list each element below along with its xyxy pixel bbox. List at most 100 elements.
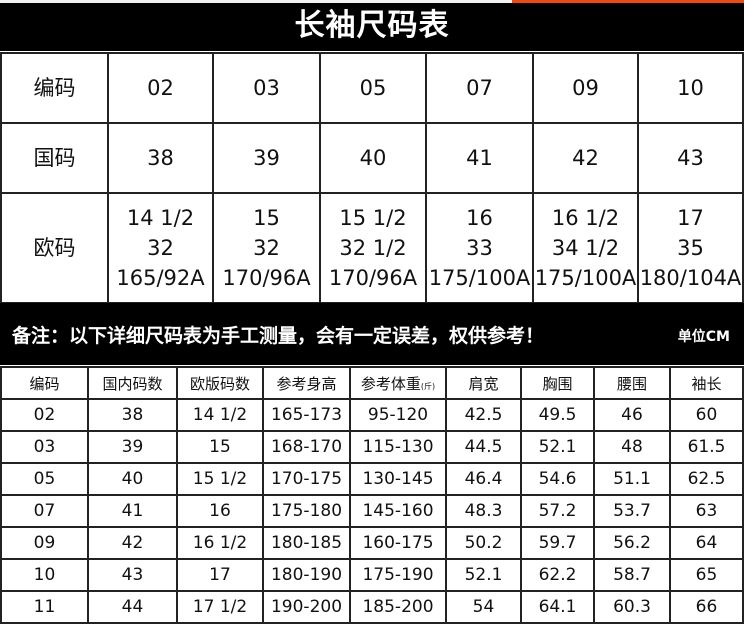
header-text: 袖长 xyxy=(691,374,722,393)
table-cell: 60.3 xyxy=(593,590,671,624)
table-cell: 62.5 xyxy=(669,462,744,496)
size-cell: 10 xyxy=(637,52,744,124)
table-cell: 185-200 xyxy=(349,590,447,624)
header-text: 胸围 xyxy=(542,374,573,393)
table-cell: 54 xyxy=(445,590,522,624)
size-line: 14 1/2 xyxy=(126,206,195,230)
table-cell: 190-200 xyxy=(262,590,351,624)
size-line: 35 xyxy=(677,236,704,260)
table-cell: 63 xyxy=(669,494,744,528)
table-cell: 15 xyxy=(176,430,264,464)
size-cell: 41 xyxy=(425,122,534,194)
size-cell: 43 xyxy=(637,122,744,194)
table-cell: 49.5 xyxy=(520,398,595,432)
table-cell: 54.6 xyxy=(520,462,595,496)
size-cell: 17 35 180/104A xyxy=(637,192,744,304)
size-line: 32 xyxy=(147,236,174,260)
size-cell: 39 xyxy=(212,122,321,194)
size-cell: 40 xyxy=(319,122,427,194)
table-cell: 52.1 xyxy=(520,430,595,464)
summary-row: 国码 38 39 40 41 42 43 xyxy=(0,122,744,194)
table-cell: 11 xyxy=(0,590,89,624)
size-line: 175/100A xyxy=(534,266,637,290)
table-cell: 160-175 xyxy=(349,526,447,560)
size-line: 15 1/2 xyxy=(339,206,407,230)
table-cell: 62.2 xyxy=(520,558,595,592)
size-line: 170/96A xyxy=(328,266,418,290)
size-cell: 02 xyxy=(107,52,214,124)
size-line: 175/100A xyxy=(428,266,531,290)
header-text: 肩宽 xyxy=(468,374,499,393)
table-cell: 50.2 xyxy=(445,526,522,560)
header-row: 编码 国内码数 欧版码数 参考身高 参考体重(斤) 肩宽 胸围 腰围 袖长 xyxy=(0,366,744,400)
size-cell: 15 1/2 32 1/2 170/96A xyxy=(319,192,427,304)
size-cell: 09 xyxy=(532,52,639,124)
table-cell: 53.7 xyxy=(593,494,671,528)
header-text: 参考体重 xyxy=(360,374,421,393)
size-cell: 42 xyxy=(532,122,639,194)
column-header: 参考体重(斤) xyxy=(349,366,447,400)
notes-bar: 备注：以下详细尺码表为手工测量，会有一定误差，权供参考！ 单位CM xyxy=(0,303,744,365)
summary-row: 欧码 14 1/2 32 165/92A 15 32 170/96A 15 1/2 32 1/2… xyxy=(0,192,744,304)
table-row: 10 43 17 180-190 175-190 52.1 62.2 58.7 65 xyxy=(0,558,744,592)
table-cell: 59.7 xyxy=(520,526,595,560)
table-cell: 145-160 xyxy=(349,494,447,528)
table-cell: 57.2 xyxy=(520,494,595,528)
table-cell: 05 xyxy=(0,462,89,496)
notes-text: 备注：以下详细尺码表为手工测量，会有一定误差，权供参考！ xyxy=(12,325,545,347)
column-header: 肩宽 xyxy=(445,366,522,400)
table-cell: 02 xyxy=(0,398,89,432)
size-line: 17 xyxy=(677,206,704,230)
table-cell: 64.1 xyxy=(520,590,595,624)
table-cell: 56.2 xyxy=(593,526,671,560)
table-row: 02 38 14 1/2 165-173 95-120 42.5 49.5 46 60 xyxy=(0,398,744,432)
table-cell: 180-190 xyxy=(262,558,351,592)
size-line: 34 1/2 xyxy=(551,236,620,260)
table-cell: 180-185 xyxy=(262,526,351,560)
table-cell: 10 xyxy=(0,558,89,592)
table-cell: 38 xyxy=(87,398,178,432)
table-cell: 115-130 xyxy=(349,430,447,464)
table-cell: 42.5 xyxy=(445,398,522,432)
table-cell: 16 xyxy=(176,494,264,528)
table-cell: 14 1/2 xyxy=(176,398,264,432)
size-cell: 14 1/2 32 165/92A xyxy=(107,192,214,304)
size-line: 170/96A xyxy=(222,266,311,290)
summary-table: 编码 02 03 05 07 09 10 国码 38 39 40 41 42 43 欧码 14 1/2 32 16… xyxy=(0,52,744,304)
column-header: 欧版码数 xyxy=(176,366,264,400)
table-cell: 52.1 xyxy=(445,558,522,592)
column-header: 腰围 xyxy=(593,366,671,400)
table-cell: 40 xyxy=(87,462,178,496)
table-cell: 51.1 xyxy=(593,462,671,496)
size-cell: 15 32 170/96A xyxy=(212,192,321,304)
table-cell: 46.4 xyxy=(445,462,522,496)
table-cell: 165-173 xyxy=(262,398,351,432)
header-text: 欧版码数 xyxy=(189,374,250,393)
top-strip xyxy=(0,0,744,3)
table-cell: 48 xyxy=(593,430,671,464)
table-cell: 170-175 xyxy=(262,462,351,496)
table-cell: 16 1/2 xyxy=(176,526,264,560)
column-header: 参考身高 xyxy=(262,366,351,400)
size-line: 16 1/2 xyxy=(551,206,620,230)
size-cell: 16 1/2 34 1/2 175/100A xyxy=(532,192,639,304)
size-line: 33 xyxy=(466,236,493,260)
header-text: 腰围 xyxy=(616,374,647,393)
accent-bar xyxy=(512,0,744,3)
table-row: 03 39 15 168-170 115-130 44.5 52.1 48 61.5 xyxy=(0,430,744,464)
table-cell: 66 xyxy=(669,590,744,624)
summary-row: 编码 02 03 05 07 09 10 xyxy=(0,52,744,124)
size-cell: 07 xyxy=(425,52,534,124)
table-cell: 48.3 xyxy=(445,494,522,528)
page-title: 长袖尺码表 xyxy=(0,3,744,51)
row-label: 国码 xyxy=(0,122,109,194)
table-cell: 175-190 xyxy=(349,558,447,592)
header-text: 参考身高 xyxy=(276,374,337,393)
size-cell: 16 33 175/100A xyxy=(425,192,534,304)
size-cell: 05 xyxy=(319,52,427,124)
table-cell: 15 1/2 xyxy=(176,462,264,496)
table-cell: 42 xyxy=(87,526,178,560)
column-header: 袖长 xyxy=(669,366,744,400)
size-line: 32 1/2 xyxy=(339,236,407,260)
table-cell: 130-145 xyxy=(349,462,447,496)
